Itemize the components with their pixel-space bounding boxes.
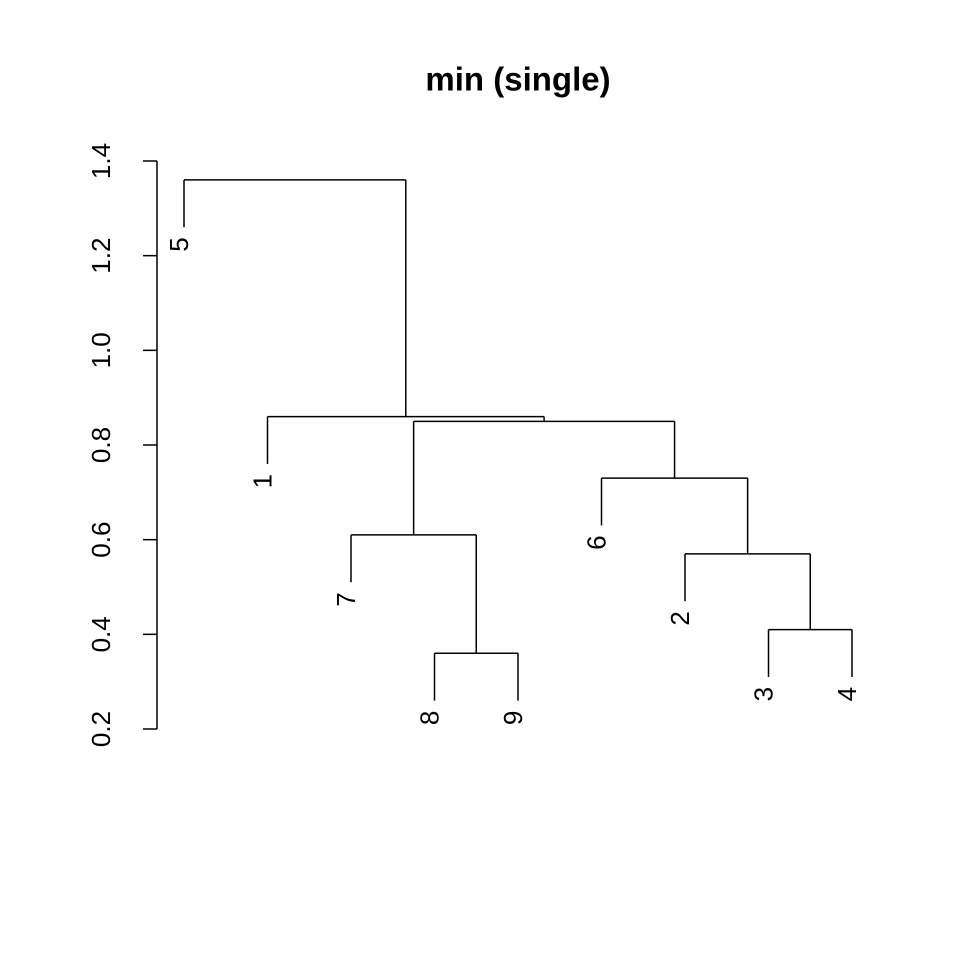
- leaf-label: 4: [832, 687, 862, 701]
- chart-title: min (single): [425, 61, 610, 98]
- leaf-label: 2: [665, 611, 695, 625]
- y-tick-label: 1.0: [86, 332, 116, 368]
- leaf-label: 1: [247, 474, 277, 488]
- y-tick-label: 0.2: [86, 711, 116, 747]
- leaf-label: 7: [331, 592, 361, 606]
- leaf-label: 3: [748, 687, 778, 701]
- leaf-label: 6: [581, 535, 611, 549]
- y-tick-label: 1.2: [86, 238, 116, 274]
- leaf-label: 8: [414, 711, 444, 725]
- y-tick-label: 1.4: [86, 143, 116, 179]
- y-tick-label: 0.8: [86, 427, 116, 463]
- leaf-label: 9: [498, 711, 528, 725]
- y-tick-label: 0.6: [86, 522, 116, 558]
- leaf-label: 5: [164, 237, 194, 251]
- y-tick-label: 0.4: [86, 616, 116, 652]
